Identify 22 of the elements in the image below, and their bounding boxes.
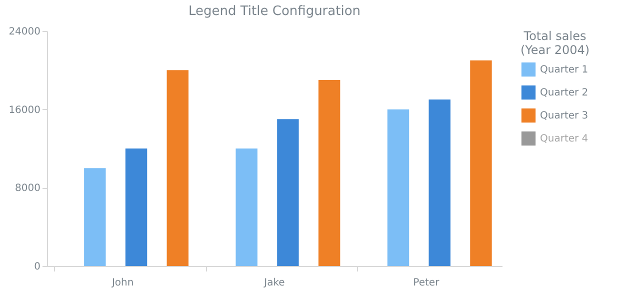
y-tick-label: 24000 (8, 26, 40, 38)
legend-label: Quarter 4 (540, 134, 588, 144)
bar (277, 119, 299, 266)
x-tick-label: Jake (263, 278, 285, 288)
bar (125, 148, 148, 266)
bar (470, 60, 492, 266)
legend-label: Quarter 1 (540, 64, 588, 76)
bar (84, 168, 106, 266)
legend-title: Total sales (Year 2004) (520, 29, 590, 57)
bar (318, 80, 340, 266)
x-tick-label: Peter (413, 278, 440, 288)
bar (166, 70, 188, 266)
x-tick-label: John (110, 278, 134, 288)
y-tick-label: 0 (34, 262, 40, 272)
legend-label: Quarter 3 (540, 110, 588, 122)
bar (236, 148, 258, 266)
bar (387, 109, 410, 266)
bar (428, 100, 450, 266)
chart-title: Legend Title Configuration (188, 4, 361, 19)
y-tick-label: 8000 (15, 183, 40, 194)
legend-label: Quarter 2 (540, 88, 588, 98)
y-tick-label: 16000 (8, 104, 40, 116)
